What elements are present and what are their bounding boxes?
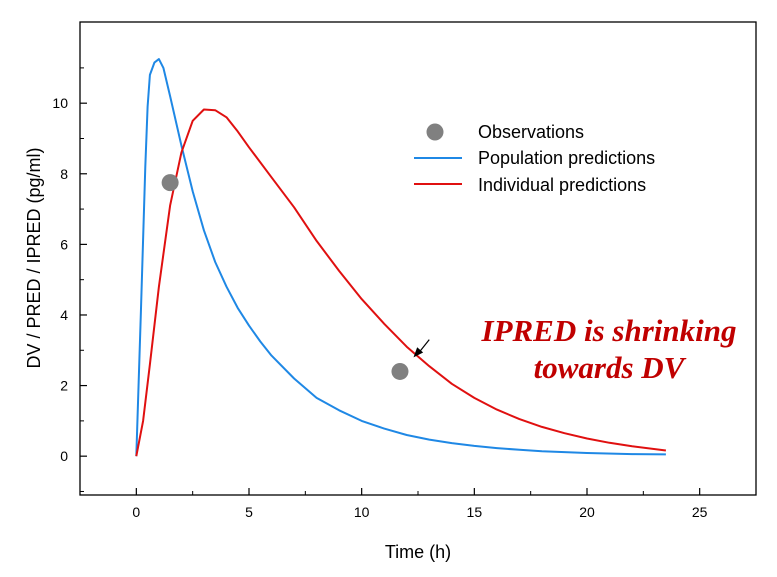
annotation-line-1: IPRED is shrinking [481, 313, 737, 348]
plot-frame [79, 21, 757, 496]
legend: Observations Population predictions Indi… [414, 122, 655, 195]
x-tick-label: 0 [132, 504, 140, 520]
population-prediction-line [135, 58, 666, 457]
legend-label-population: Population predictions [478, 148, 655, 168]
x-tick-label: 20 [579, 504, 595, 520]
x-tick-label: 5 [245, 504, 253, 520]
y-tick-label: 10 [52, 95, 68, 111]
legend-label-individual: Individual predictions [478, 175, 646, 195]
y-tick-label: 2 [60, 378, 68, 394]
axes: 0 5 10 15 20 25 0 2 4 6 8 10 [52, 67, 708, 520]
individual-prediction-line [135, 108, 667, 457]
legend-observation-marker [426, 123, 444, 141]
y-tick-label: 4 [60, 307, 68, 323]
y-tick-label: 8 [60, 166, 68, 182]
annotation-arrow [413, 339, 430, 358]
x-axis-title: Time (h) [385, 542, 451, 562]
x-tick-label: 25 [692, 504, 708, 520]
series-layer [135, 58, 667, 457]
annotation-line-2: towards DV [534, 350, 687, 385]
x-tick-label: 15 [467, 504, 483, 520]
y-axis-title: DV / PRED / IPRED (pg/ml) [24, 147, 44, 368]
x-tick-label: 10 [354, 504, 370, 520]
y-tick-label: 0 [60, 448, 68, 464]
legend-label-observations: Observations [478, 122, 584, 142]
y-tick-label: 6 [60, 236, 68, 252]
observation-point [161, 174, 179, 192]
observations-layer [161, 174, 409, 380]
annotation-arrow-head [413, 347, 424, 358]
observation-point [391, 362, 409, 380]
